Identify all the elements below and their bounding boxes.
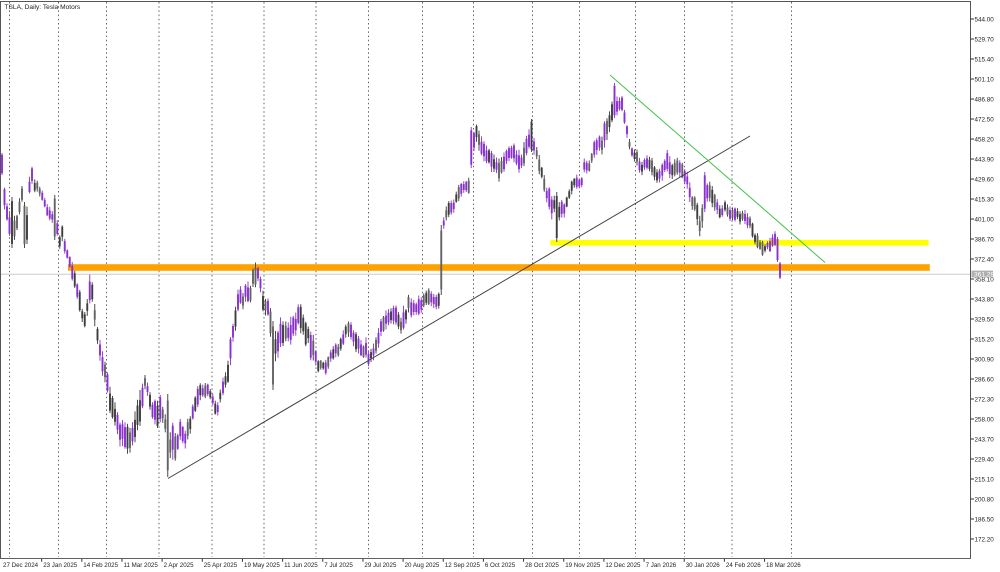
svg-text:515.40: 515.40 (975, 56, 995, 63)
svg-text:401.00: 401.00 (975, 216, 995, 223)
svg-text:429.60: 429.60 (975, 176, 995, 183)
svg-text:315.20: 315.20 (975, 336, 995, 343)
svg-text:200.80: 200.80 (975, 496, 995, 503)
svg-text:TSLA, Daily: Tesla Motors: TSLA, Daily: Tesla Motors (5, 4, 81, 11)
svg-text:20 Aug 2025: 20 Aug 2025 (405, 562, 440, 569)
svg-text:529.70: 529.70 (975, 36, 995, 43)
svg-text:343.80: 343.80 (975, 296, 995, 303)
svg-text:27 Dec 2024: 27 Dec 2024 (3, 562, 39, 569)
svg-text:300.90: 300.90 (975, 356, 995, 363)
svg-text:28 Oct 2025: 28 Oct 2025 (525, 562, 559, 569)
svg-text:472.50: 472.50 (975, 116, 995, 123)
svg-text:358.10: 358.10 (975, 276, 995, 283)
svg-text:172.20: 172.20 (975, 536, 995, 543)
svg-text:243.70: 243.70 (975, 436, 995, 443)
svg-text:486.80: 486.80 (975, 96, 995, 103)
svg-text:12 Dec 2025: 12 Dec 2025 (605, 562, 641, 569)
svg-text:443.90: 443.90 (975, 156, 995, 163)
svg-text:30 Jan 2026: 30 Jan 2026 (686, 562, 721, 569)
svg-text:12 Sep 2025: 12 Sep 2025 (445, 562, 481, 569)
svg-text:415.30: 415.30 (975, 196, 995, 203)
svg-text:272.30: 272.30 (975, 396, 995, 403)
svg-text:372.40: 372.40 (975, 256, 995, 263)
svg-text:29 Jul 2025: 29 Jul 2025 (364, 562, 397, 569)
svg-text:7 Jan 2026: 7 Jan 2026 (646, 562, 677, 569)
svg-text:23 Jan 2025: 23 Jan 2025 (43, 562, 78, 569)
svg-text:458.20: 458.20 (975, 136, 995, 143)
svg-text:501.10: 501.10 (975, 76, 995, 83)
svg-text:215.10: 215.10 (975, 476, 995, 483)
svg-text:24 Feb 2026: 24 Feb 2026 (726, 562, 761, 569)
svg-text:229.40: 229.40 (975, 456, 995, 463)
svg-text:286.60: 286.60 (975, 376, 995, 383)
svg-text:544.00: 544.00 (975, 16, 995, 23)
svg-text:11 Jun 2025: 11 Jun 2025 (284, 562, 318, 569)
svg-text:7 Jul 2025: 7 Jul 2025 (324, 562, 353, 569)
svg-text:19 Nov 2025: 19 Nov 2025 (565, 562, 601, 569)
svg-text:258.00: 258.00 (975, 416, 995, 423)
svg-text:361.29: 361.29 (974, 271, 995, 278)
svg-text:19 May 2025: 19 May 2025 (244, 562, 280, 569)
svg-text:25 Apr 2025: 25 Apr 2025 (204, 562, 238, 569)
svg-text:14 Feb 2025: 14 Feb 2025 (83, 562, 118, 569)
svg-text:6 Oct 2025: 6 Oct 2025 (485, 562, 516, 569)
svg-text:386.70: 386.70 (975, 236, 995, 243)
svg-text:186.50: 186.50 (975, 516, 995, 523)
svg-text:329.50: 329.50 (975, 316, 995, 323)
svg-text:18 Mar 2026: 18 Mar 2026 (766, 562, 801, 569)
svg-text:2 Apr 2025: 2 Apr 2025 (164, 562, 194, 569)
svg-text:11 Mar 2025: 11 Mar 2025 (124, 562, 159, 569)
